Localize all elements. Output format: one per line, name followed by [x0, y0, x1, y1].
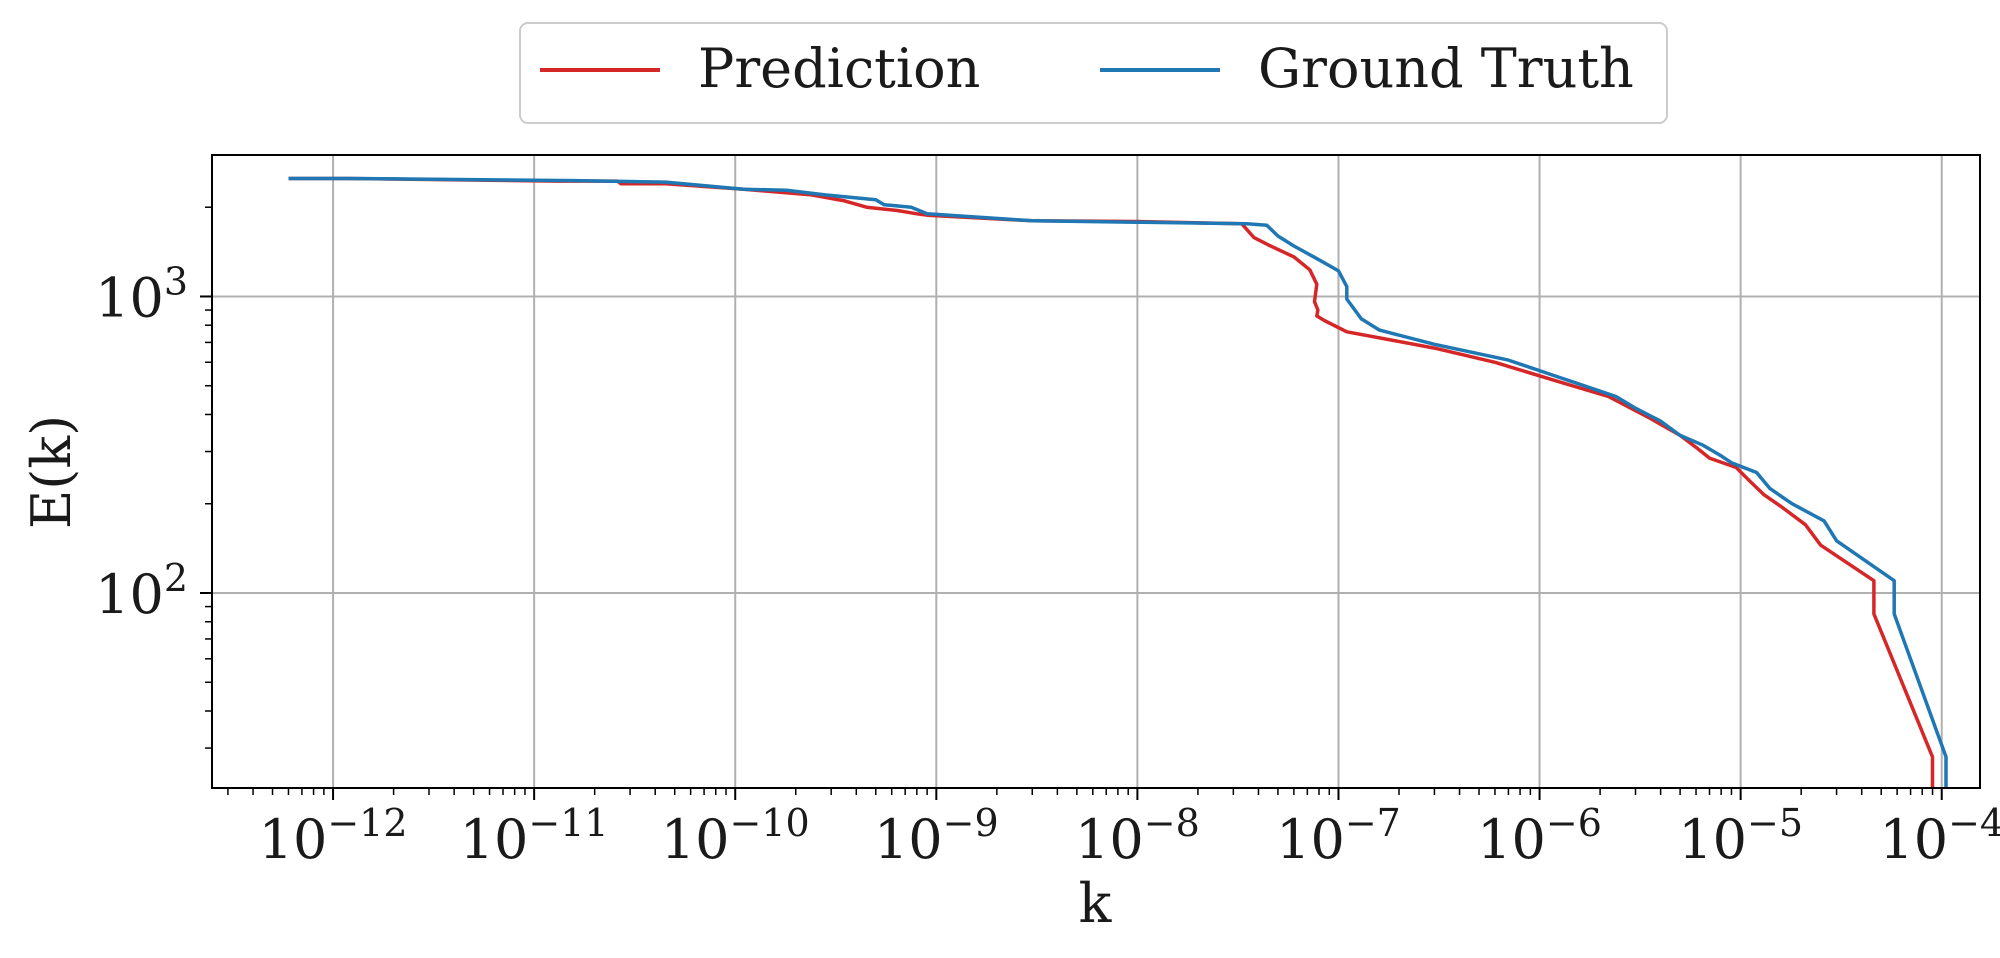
y-tick-label-base: 10 [95, 563, 164, 626]
y-tick-label-exponent: 3 [164, 259, 188, 303]
series-lines [288, 176, 1948, 788]
x-tick-label-base: 10 [874, 808, 943, 871]
axis-ticks [200, 206, 1943, 800]
y-tick-label-exponent: 2 [164, 556, 188, 600]
x-tick-label: 10−4 [1879, 801, 2000, 871]
x-tick-label-exponent: −9 [943, 801, 999, 845]
legend-label-ground-truth: Ground Truth [1258, 37, 1634, 100]
x-tick-label-base: 10 [1879, 808, 1948, 871]
x-tick-label-exponent: −8 [1144, 801, 1200, 845]
grid-lines [212, 155, 1980, 788]
plot-area-frame [211, 154, 1981, 789]
x-axis-label: k [1079, 872, 1113, 935]
y-tick-label: 103 [95, 259, 188, 329]
x-tick-label-base: 10 [1477, 808, 1546, 871]
legend: Prediction Ground Truth [519, 22, 1668, 124]
legend-box [519, 22, 1668, 124]
y-tick-label-base: 10 [95, 266, 164, 329]
legend-label-prediction: Prediction [698, 37, 980, 100]
x-tick-label-exponent: −4 [1948, 801, 2000, 845]
x-tick-label-exponent: −7 [1345, 801, 1401, 845]
x-tick-label-exponent: −11 [528, 801, 608, 845]
series-line-prediction [288, 176, 1935, 788]
x-tick-label: 10−11 [460, 801, 609, 871]
x-tick-label: 10−7 [1276, 801, 1401, 871]
x-tick-label: 10−8 [1075, 801, 1200, 871]
y-axis-label: E(k) [20, 415, 83, 529]
x-tick-label-base: 10 [259, 808, 328, 871]
tick-labels: 10−12 10−11 10−10 10−9 10−8 10−7 10−6 10−5 10−41… [95, 259, 2000, 871]
x-tick-label-base: 10 [1075, 808, 1144, 871]
x-tick-label: 10−10 [661, 801, 810, 871]
x-tick-label-exponent: −10 [729, 801, 809, 845]
x-tick-label-exponent: −6 [1546, 801, 1602, 845]
series-line-ground-truth [288, 176, 1948, 788]
x-tick-label-base: 10 [661, 808, 730, 871]
x-tick-label-base: 10 [460, 808, 529, 871]
x-tick-label: 10−12 [259, 801, 408, 871]
x-tick-label: 10−6 [1477, 801, 1602, 871]
x-tick-label: 10−5 [1678, 801, 1803, 871]
x-tick-label: 10−9 [874, 801, 999, 871]
x-tick-label-base: 10 [1678, 808, 1747, 871]
y-tick-label: 102 [95, 556, 188, 626]
x-tick-label-base: 10 [1276, 808, 1345, 871]
x-tick-label-exponent: −5 [1747, 801, 1803, 845]
x-tick-label-exponent: −12 [327, 801, 407, 845]
